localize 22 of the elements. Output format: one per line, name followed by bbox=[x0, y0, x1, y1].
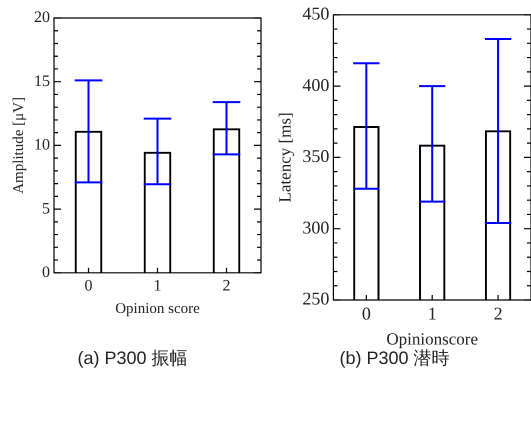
y-tick-label: 15 bbox=[34, 72, 50, 90]
x-axis-title: Opinion score bbox=[115, 300, 200, 317]
y-tick-label: 300 bbox=[302, 217, 330, 238]
y-tick-label: 20 bbox=[34, 9, 50, 26]
y-axis-title: Latency [ms] bbox=[276, 112, 295, 202]
x-tick-label: 1 bbox=[428, 304, 437, 324]
x-axis-title: Opinionscore bbox=[386, 329, 478, 348]
y-axis-title: Amplitude [μV] bbox=[10, 97, 27, 194]
x-tick-label: 0 bbox=[84, 278, 92, 295]
x-tick-label: 1 bbox=[154, 278, 162, 295]
y-tick-label: 5 bbox=[42, 200, 50, 218]
y-tick-label: 250 bbox=[302, 288, 330, 309]
y-tick-label: 450 bbox=[302, 4, 330, 24]
y-tick-label: 0 bbox=[42, 264, 50, 282]
text: (b) P300 潜時 bbox=[338, 348, 450, 370]
text: (a) P300 振幅 bbox=[76, 347, 189, 370]
y-tick-label: 350 bbox=[302, 146, 330, 166]
x-tick-label: 0 bbox=[362, 304, 371, 324]
x-tick-label: 2 bbox=[494, 304, 503, 324]
y-tick-label: 10 bbox=[34, 136, 50, 154]
y-tick-label: 400 bbox=[302, 74, 330, 95]
x-tick-label: 2 bbox=[222, 278, 230, 295]
